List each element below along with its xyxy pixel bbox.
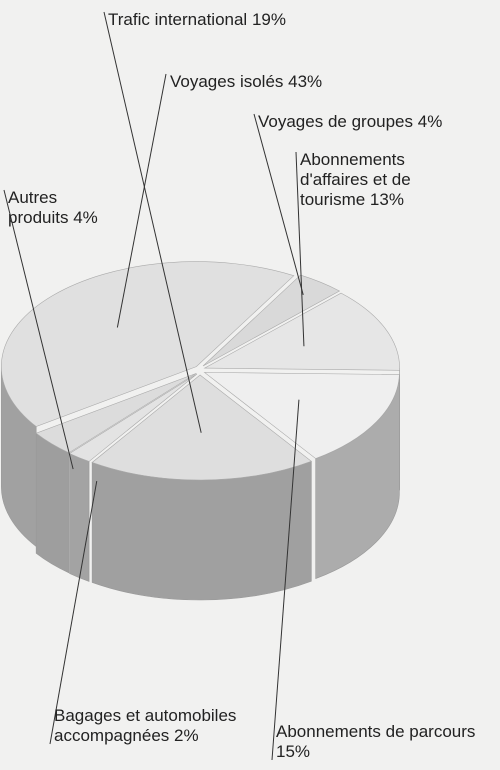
slice-side [69, 452, 90, 582]
slice-top [1, 261, 295, 427]
slice-side [35, 432, 70, 574]
value-label: 4% [73, 208, 98, 227]
leader-line [103, 11, 202, 433]
category: Voyages isolés [170, 72, 284, 91]
leader-line [271, 399, 300, 761]
slice-label: Bagages et automobiles accompagnées 2% [54, 706, 254, 746]
slice-label: Voyages de groupes 4% [258, 112, 498, 132]
slice-label: Autres produits 4% [8, 188, 98, 228]
leader-line [295, 151, 305, 347]
category: Autres produits [8, 188, 69, 227]
category: Trafic international [108, 10, 248, 29]
value-label: 4% [417, 112, 443, 131]
leader-line [3, 189, 74, 470]
category: Bagages et automobiles accompagnées [54, 706, 237, 745]
slice-label: Abonnements d'affaires et de tourisme 13… [300, 150, 475, 210]
category: Voyages de groupes [258, 112, 414, 131]
slice-top [203, 372, 400, 459]
leader-line [253, 113, 304, 296]
slice-label: Voyages isolés 43% [170, 72, 390, 92]
slice-side [91, 460, 312, 601]
leader-line [116, 73, 167, 328]
value-label: 19% [251, 10, 286, 29]
value-label: 2% [174, 726, 199, 745]
category: Abonnements de parcours [276, 722, 476, 741]
category: Abonnements d'affaires et de tourisme [300, 150, 411, 209]
value-label: 13% [369, 190, 404, 209]
slice-label: Abonnements de parcours 15% [276, 722, 486, 762]
slice-top [203, 292, 400, 371]
value-label: 43% [288, 72, 323, 91]
slice-top [91, 374, 312, 481]
slice-label: Trafic international 19% [108, 10, 288, 30]
value-label: 15% [276, 742, 311, 761]
leader-line [49, 480, 98, 745]
